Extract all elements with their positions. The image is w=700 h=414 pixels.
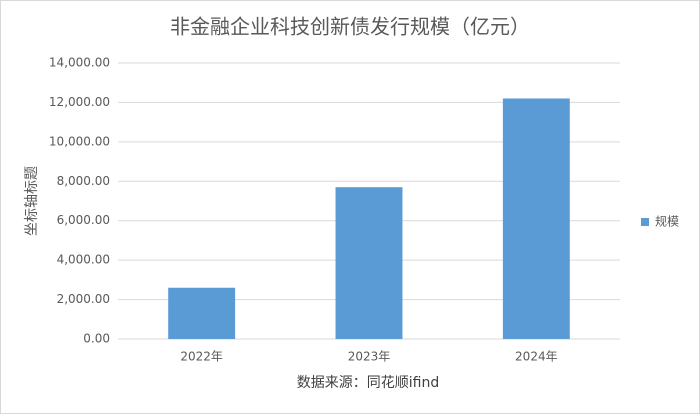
y-tick-label: 0.00 <box>83 332 110 346</box>
y-axis-title: 坐标轴标题 <box>24 166 40 236</box>
chart-title: 非金融企业科技创新债发行规模（亿元） <box>170 15 530 39</box>
y-tick-label: 4,000.00 <box>57 253 110 267</box>
y-tick-label: 14,000.00 <box>49 56 110 70</box>
x-tick-label: 2023年 <box>348 350 391 364</box>
x-tick-label: 2022年 <box>180 350 223 364</box>
y-tick-label: 2,000.00 <box>57 292 110 306</box>
legend-label: 规模 <box>655 214 679 229</box>
y-tick-label: 6,000.00 <box>57 213 110 227</box>
x-tick-label: 2024年 <box>515 350 558 364</box>
y-tick-label: 10,000.00 <box>49 134 110 148</box>
bar <box>335 187 403 339</box>
bar <box>168 287 236 339</box>
legend-swatch <box>641 218 649 226</box>
y-tick-label: 12,000.00 <box>49 95 110 109</box>
x-axis-title: 数据来源：同花顺ifind <box>297 375 439 391</box>
y-tick-label: 8,000.00 <box>57 174 110 188</box>
bar <box>502 98 570 339</box>
